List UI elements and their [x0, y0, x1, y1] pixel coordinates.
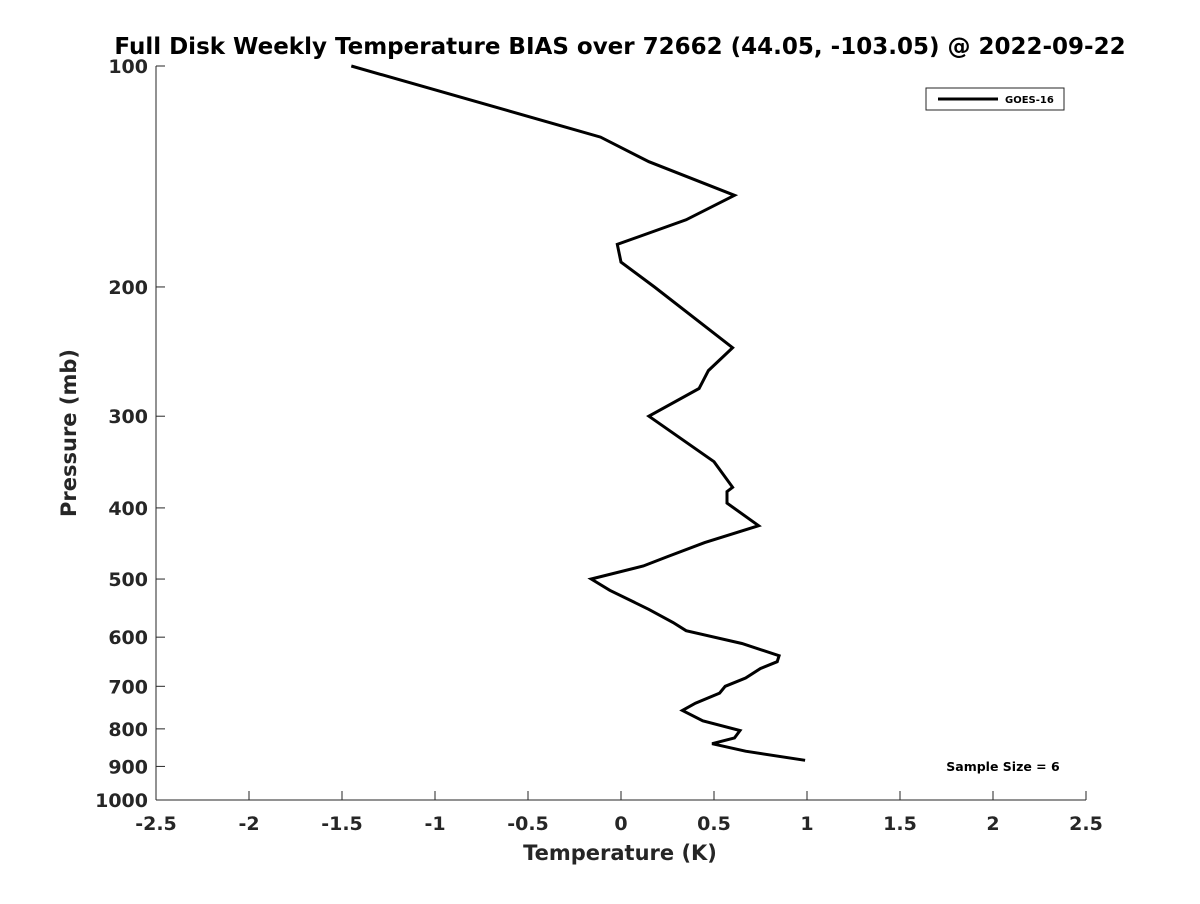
x-tick-label: -2 [238, 813, 259, 835]
x-tick-label: -0.5 [507, 813, 549, 835]
y-axis-label: Pressure (mb) [57, 349, 81, 517]
y-tick-label: 1000 [95, 790, 148, 812]
x-tick-label: 2.5 [1069, 813, 1103, 835]
x-tick-label: 1.5 [883, 813, 917, 835]
y-tick-label: 600 [108, 627, 148, 649]
y-tick-label: 300 [108, 406, 148, 428]
x-tick-label: 2 [986, 813, 999, 835]
y-tick-label: 900 [108, 756, 148, 778]
x-tick-label: -1.5 [321, 813, 363, 835]
x-axis-label: Temperature (K) [523, 841, 717, 865]
y-tick-label: 500 [108, 569, 148, 591]
y-tick-label: 800 [108, 719, 148, 741]
x-tick-label: 0.5 [697, 813, 731, 835]
y-tick-label: 100 [108, 56, 148, 78]
y-tick-label: 200 [108, 277, 148, 299]
x-tick-label: 1 [800, 813, 813, 835]
chart-title: Full Disk Weekly Temperature BIAS over 7… [114, 34, 1125, 60]
x-tick-label: 0 [614, 813, 627, 835]
x-tick-label: -2.5 [135, 813, 177, 835]
y-tick-label: 700 [108, 676, 148, 698]
legend-label: GOES-16 [1005, 95, 1054, 106]
x-tick-label: -1 [424, 813, 445, 835]
plot-area: -2.5 -2 -1.5 -1 -0.5 0 0.5 1 1.5 2 2.5 100 200 300 400… [95, 56, 1103, 835]
y-tick-label: 400 [108, 498, 148, 520]
sample-size-annotation: Sample Size = 6 [946, 759, 1060, 774]
series-line [351, 66, 805, 760]
